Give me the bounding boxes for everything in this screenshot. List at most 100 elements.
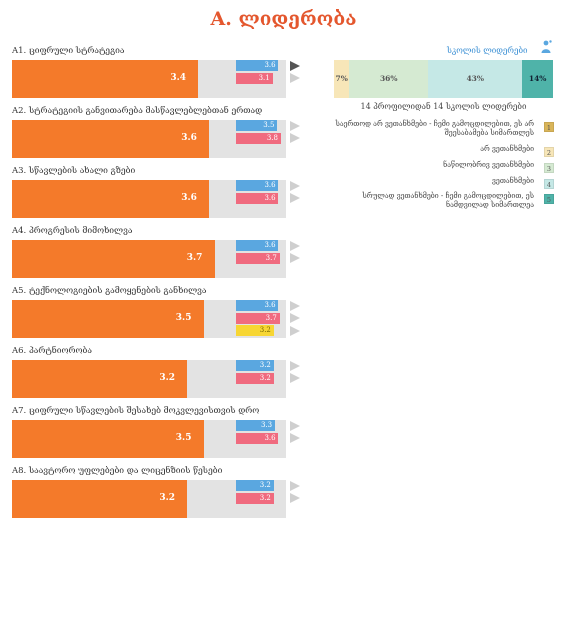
score-bar [12,480,188,518]
legend-item: ვეთანხმები 4 [334,177,554,197]
play-arrow-icon[interactable] [290,480,300,491]
item-row: A2. სტრატეგიის განვითარება მასწავლებლებთ… [12,106,312,166]
score-value: 3.4 [170,73,186,83]
comparison-value: 3.6 [264,61,276,69]
play-arrow-icon[interactable] [290,240,300,251]
comparison-value: 3.3 [260,421,273,429]
play-arrow-icon[interactable] [290,120,300,131]
play-arrow-icon[interactable] [290,300,300,311]
comparison-fill [236,420,275,431]
response-distribution-bar: 7% 36% 43% 14% [334,60,553,98]
legend-label: ნაწილობრივ ვეთანხმები [443,161,534,169]
comparison-value: 3.2 [259,481,271,489]
item-label: A3. სწავლების ახალი გზები [12,166,136,176]
page-title: A. ლიდერობა [210,8,357,30]
respondent-summary: 14 პროფილიდან 14 სკოლის ლიდერები [360,102,527,111]
comparison-value: 3.7 [265,313,277,322]
legend-swatch: 1 [544,122,554,132]
item-row: A1. ციფრული სტრატეგია 3.4 3.6 3.1 [12,46,312,106]
distribution-segment: 36% [349,60,429,98]
comparison-fill [236,360,274,371]
comparison-fill [236,372,274,384]
comparison-value: 3.5 [263,121,275,129]
legend-item: სრულად ვეთანხმები - ჩემი გამოცდილებით, ე… [334,192,554,212]
play-arrow-icon[interactable] [290,193,300,203]
score-track: 3.6 [12,120,286,158]
score-value: 3.6 [181,193,197,203]
comparison-bar-yellow: 3.2 [236,325,286,336]
score-value: 3.2 [159,373,176,383]
comparison-fill [236,252,280,264]
comparison-bar-blue: 3.6 [236,240,286,251]
play-arrow-icon[interactable] [290,493,300,503]
comparison-value: 3.2 [259,361,271,369]
score-bar [12,240,215,278]
item-label: A8. საავტორო უფლებები და ლიცენზიის წესებ… [12,466,223,476]
play-arrow-icon[interactable] [290,360,300,371]
play-arrow-icon[interactable] [290,73,300,83]
play-arrow-icon[interactable] [290,313,300,323]
distribution-segment: 43% [428,60,523,98]
item-row: A5. ტექნოლოგიების გამოყენების განხილვა 3.… [12,286,312,346]
legend-title[interactable]: სკოლის ლიდერები [447,46,528,55]
comparison-value: 3.6 [264,433,276,442]
score-bar [12,180,210,218]
comparison-bar-blue: 3.3 [236,420,286,431]
score-value: 3.5 [175,313,192,323]
play-arrow-icon[interactable] [290,433,300,443]
comparison-fill [236,300,279,311]
comparison-bar-blue: 3.5 [236,120,286,131]
comparison-bar-blue: 3.6 [236,180,286,191]
score-bar [12,120,210,158]
person-icon [541,40,552,53]
score-bar [12,300,204,338]
comparison-bar-pink: 3.1 [236,72,286,84]
play-arrow-icon[interactable] [290,420,300,431]
legend-item: არ ვეთანხმები 2 [334,145,554,165]
legend-label: საერთოდ არ ვეთანხმები - ჩემი გამოცდილები… [335,120,534,137]
legend-label: არ ვეთანხმები [480,145,534,153]
comparison-value: 3.8 [266,133,278,142]
item-label: A1. ციფრული სტრატეგია [12,46,125,56]
item-row: A4. პროგრესის მიმოხილვა 3.7 3.6 3.7 [12,226,312,286]
comparison-bar-blue: 3.2 [236,360,286,371]
comparison-bar-pink: 3.8 [236,132,286,144]
legend-swatch: 3 [544,163,554,173]
comparison-value: 3.6 [264,193,276,202]
comparison-bar-blue: 3.2 [236,480,286,491]
comparison-value: 3.6 [264,181,276,189]
play-arrow-icon[interactable] [290,180,300,191]
comparison-value: 3.2 [259,373,271,382]
comparison-fill [236,132,281,144]
comparison-value: 3.6 [264,241,276,249]
score-value: 3.6 [181,133,197,143]
play-arrow-icon[interactable] [290,253,300,263]
item-label: A4. პროგრესის მიმოხილვა [12,226,133,236]
item-row: A8. საავტორო უფლებები და ლიცენზიის წესებ… [12,466,312,526]
play-arrow-icon[interactable] [290,60,300,71]
legend-item: ნაწილობრივ ვეთანხმები 3 [334,161,554,181]
legend-swatch: 4 [544,179,554,189]
distribution-segment: 7% [334,60,350,98]
item-label: A2. სტრატეგიის განვითარება მასწავლებლებთ… [12,106,263,116]
comparison-bar-pink: 3.2 [236,372,286,384]
play-arrow-icon[interactable] [290,133,300,143]
comparison-bar-pink: 3.7 [236,312,286,324]
comparison-fill [236,432,279,444]
comparison-value: 3.1 [258,73,270,82]
comparison-fill [236,240,279,251]
score-bar [12,360,188,398]
play-arrow-icon[interactable] [290,325,300,336]
comparison-fill [236,312,280,324]
comparison-bar-pink: 3.6 [236,432,286,444]
comparison-fill [236,120,278,131]
play-arrow-icon[interactable] [290,373,300,383]
score-value: 3.2 [159,493,176,503]
item-label: A6. პარტნიორობა [12,346,92,356]
comparison-bar-pink: 3.2 [236,492,286,504]
legend-label: სრულად ვეთანხმები - ჩემი გამოცდილებით, ე… [362,192,535,209]
item-row: A3. სწავლების ახალი გზები 3.6 3.6 3.6 [12,166,312,226]
comparison-bar-pink: 3.7 [236,252,286,264]
comparison-bar-pink: 3.6 [236,192,286,204]
score-value: 3.5 [175,433,192,443]
